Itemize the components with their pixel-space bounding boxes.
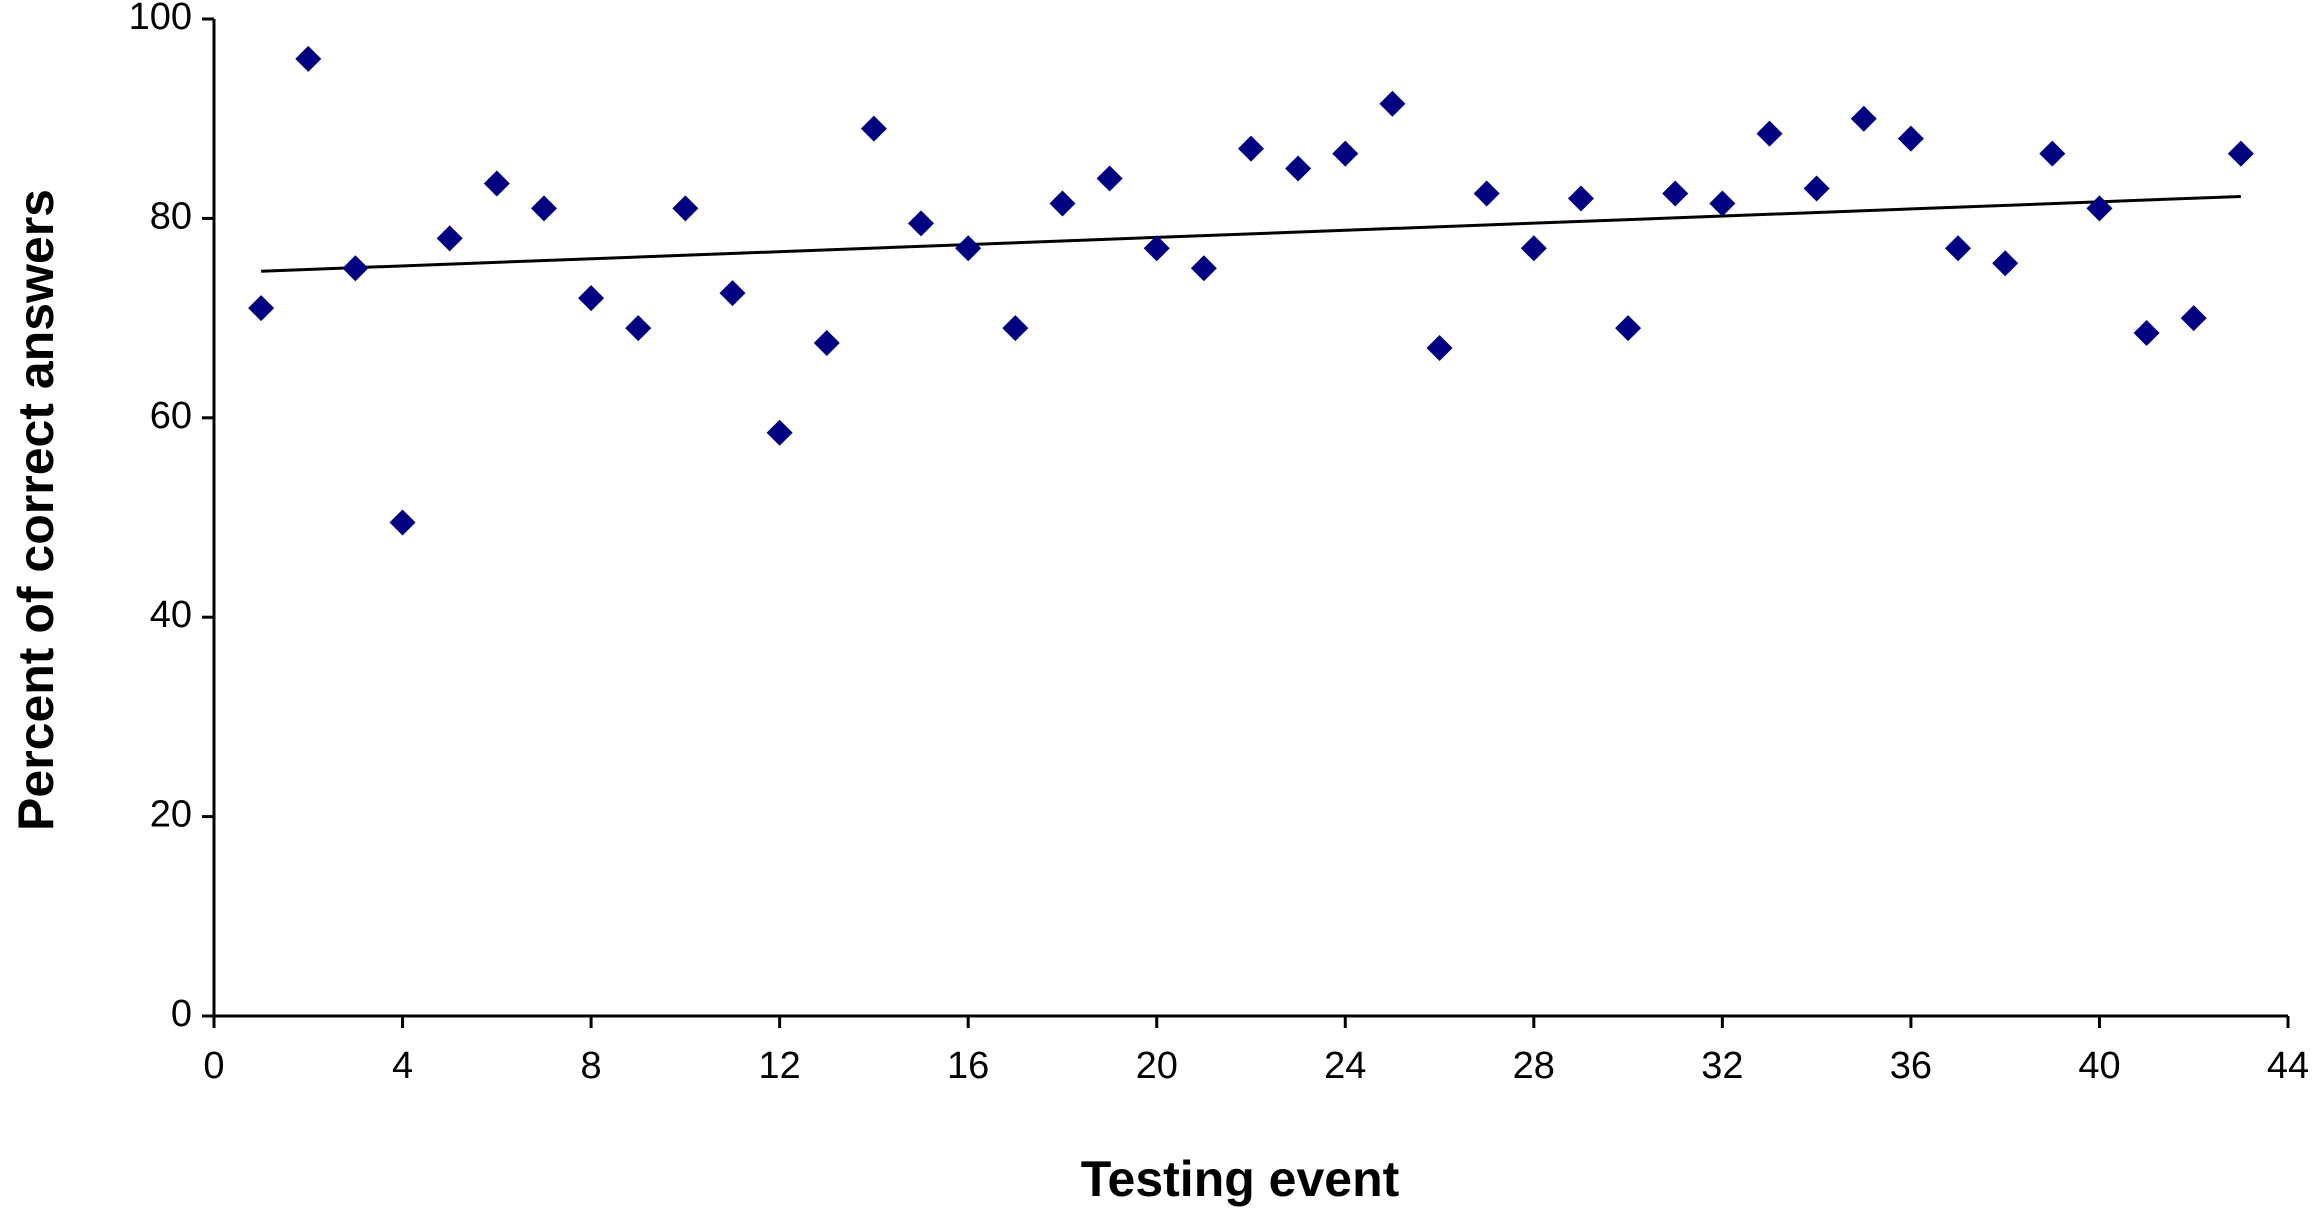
data-point <box>955 235 982 262</box>
data-point <box>436 225 463 252</box>
data-point <box>1520 235 1547 262</box>
data-point <box>1002 315 1029 342</box>
x-tick-label: 0 <box>203 1045 224 1087</box>
x-tick-label: 24 <box>1324 1045 1366 1087</box>
data-point <box>1285 155 1312 182</box>
x-tick-label: 32 <box>1701 1045 1743 1087</box>
data-point <box>389 509 416 536</box>
x-tick-label: 12 <box>758 1045 800 1087</box>
x-tick-label: 44 <box>2267 1045 2309 1087</box>
data-point <box>1143 235 1170 262</box>
data-point <box>248 295 275 322</box>
data-point <box>1096 165 1123 192</box>
data-point <box>1992 250 2019 277</box>
x-axis-title: Testing event <box>1081 1151 1400 1207</box>
data-point <box>530 195 557 222</box>
data-point <box>2086 195 2113 222</box>
y-tick-label: 80 <box>150 195 192 237</box>
trendline <box>261 194 2241 273</box>
x-tick-label: 40 <box>2078 1045 2120 1087</box>
y-tick-label: 20 <box>150 794 192 836</box>
data-point <box>578 285 605 312</box>
data-point <box>2227 140 2254 167</box>
data-point <box>860 115 887 142</box>
data-point <box>1426 335 1453 362</box>
x-tick-label: 28 <box>1513 1045 1555 1087</box>
data-point <box>1567 185 1594 212</box>
x-tick-label: 20 <box>1136 1045 1178 1087</box>
data-point <box>813 330 840 357</box>
data-point <box>483 170 510 197</box>
data-point <box>2039 140 2066 167</box>
data-point <box>1756 120 1783 147</box>
data-point <box>1238 135 1264 162</box>
data-point <box>1803 175 1830 202</box>
data-point <box>295 45 322 72</box>
data-point <box>1190 255 1217 282</box>
data-point <box>1662 180 1689 207</box>
data-point <box>908 210 935 237</box>
y-axis-title: Percent of correct answers <box>8 189 64 831</box>
x-tick-label: 8 <box>581 1045 602 1087</box>
data-point <box>2180 305 2207 332</box>
y-tick-label: 100 <box>129 0 192 38</box>
y-tick-label: 0 <box>171 993 192 1035</box>
data-point <box>1945 235 1972 262</box>
x-tick-label: 16 <box>947 1045 989 1087</box>
x-tick-label: 4 <box>392 1045 413 1087</box>
data-point <box>719 280 746 307</box>
data-point <box>672 195 699 222</box>
x-tick-label: 36 <box>1890 1045 1932 1087</box>
data-point <box>1379 90 1406 117</box>
data-point <box>1332 140 1359 167</box>
data-point <box>1049 190 1076 217</box>
data-point <box>1473 180 1500 207</box>
data-point <box>342 255 369 282</box>
data-point <box>1615 315 1642 342</box>
data-point <box>625 315 652 342</box>
data-point <box>1850 105 1877 132</box>
data-point <box>1709 190 1736 217</box>
data-point <box>2133 320 2160 347</box>
data-point <box>1897 125 1924 152</box>
y-tick-label: 60 <box>150 395 192 437</box>
data-point <box>766 419 793 446</box>
y-tick-label: 40 <box>150 594 192 636</box>
